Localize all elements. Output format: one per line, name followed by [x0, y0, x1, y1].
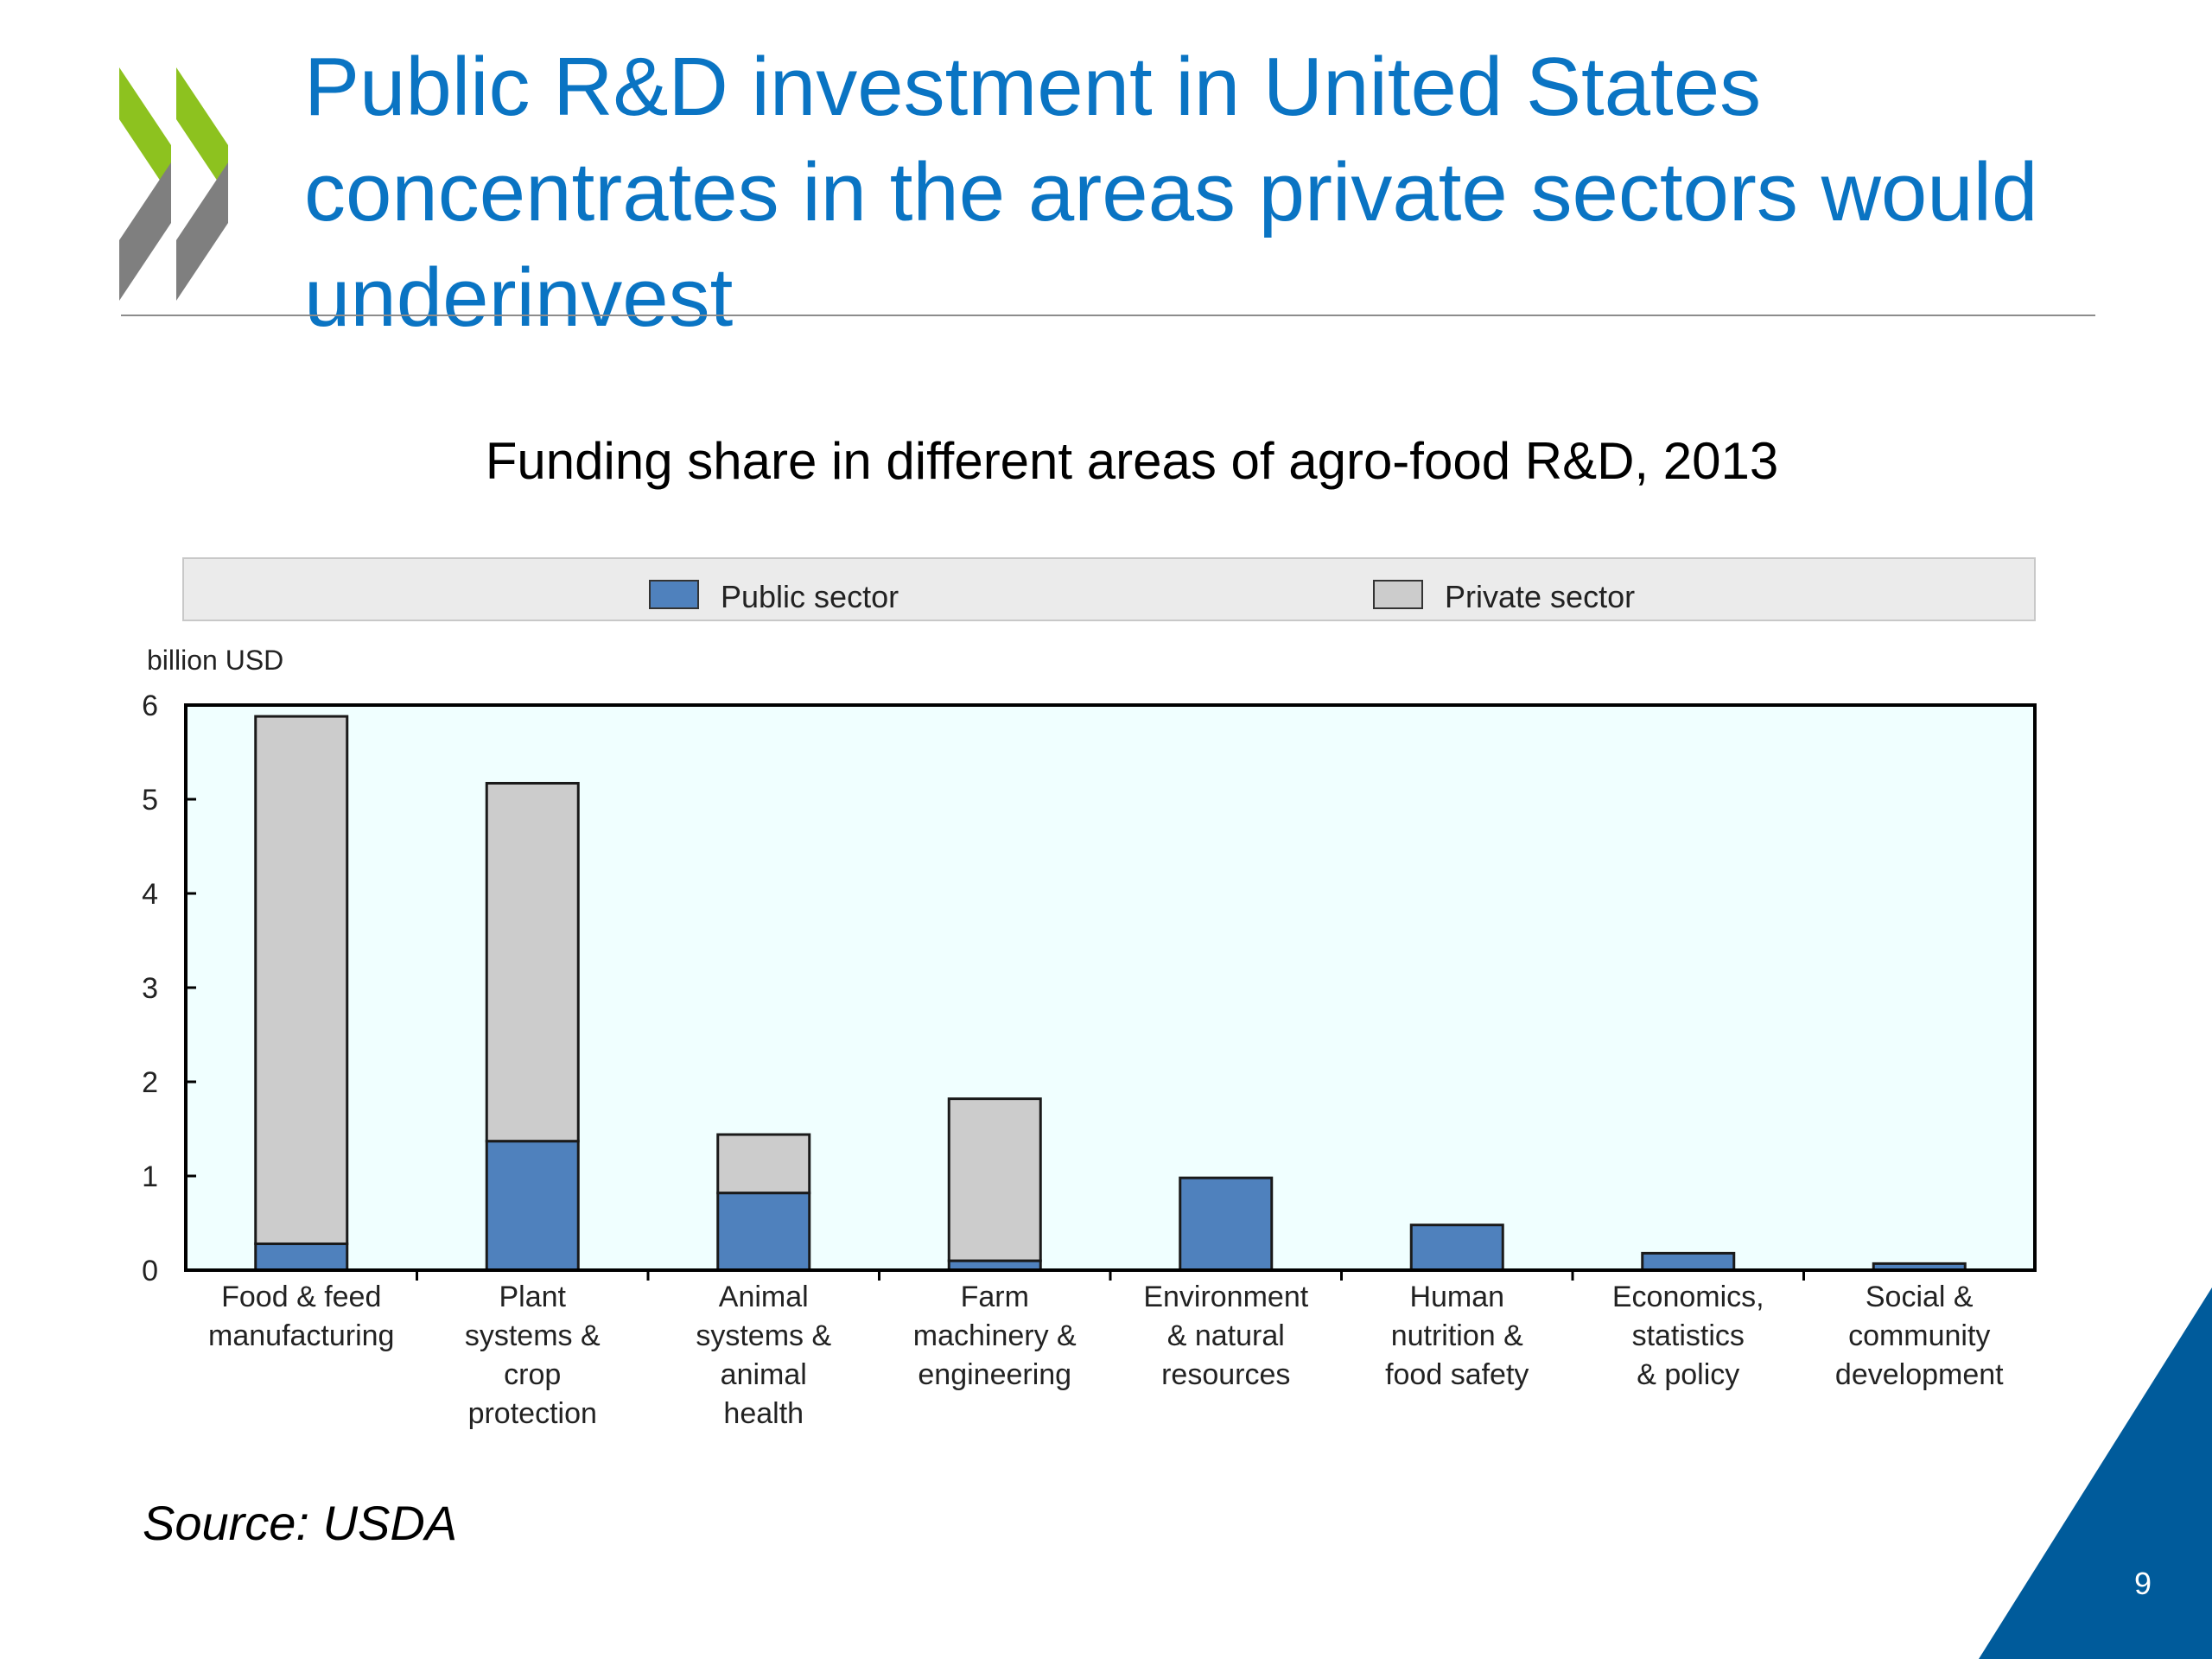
x-category-label: Animal	[719, 1281, 809, 1313]
title-divider	[121, 315, 2095, 316]
y-tick-label: 0	[142, 1255, 158, 1287]
oecd-logo	[119, 67, 228, 301]
page-number: 9	[2133, 1566, 2152, 1601]
y-axis-unit: billion USD	[147, 645, 283, 676]
x-category-label: systems &	[465, 1319, 601, 1352]
slide-title: Public R&D investment in United States c…	[304, 35, 2136, 351]
x-category-label: manufacturing	[208, 1319, 394, 1352]
chart-title: Funding share in different areas of agro…	[485, 432, 1779, 490]
x-category-label: Farm	[961, 1281, 1029, 1313]
x-category-label: & natural	[1167, 1319, 1285, 1352]
bar-segment	[485, 781, 580, 1143]
legend-swatch	[1373, 580, 1423, 609]
x-category-label: systems &	[696, 1319, 831, 1352]
y-tick-label: 2	[142, 1066, 158, 1099]
logo-gray-chevron-right	[176, 162, 228, 301]
x-category-label: machinery &	[913, 1319, 1077, 1352]
bar-segment	[485, 1140, 580, 1272]
x-category-label: resources	[1161, 1358, 1290, 1391]
logo-gray-chevron-left	[119, 162, 171, 301]
x-category-label: Plant	[499, 1281, 567, 1313]
bar-segment	[1179, 1176, 1274, 1272]
x-category-label: statistics	[1632, 1319, 1745, 1352]
slide-title-line: Public R&D investment in United States	[304, 41, 1762, 133]
x-category-label: Food & feed	[221, 1281, 381, 1313]
x-category-label: Human	[1409, 1281, 1504, 1313]
x-category-label: & policy	[1637, 1358, 1739, 1391]
legend-swatch	[649, 580, 699, 609]
y-tick-label: 1	[142, 1160, 158, 1193]
slide-title-line: underinvest	[304, 251, 734, 344]
x-category-label: engineering	[918, 1358, 1071, 1391]
x-category-label: animal	[721, 1358, 807, 1391]
bar-segment	[254, 715, 349, 1245]
y-tick-label: 3	[142, 972, 158, 1005]
x-category-label: Environment	[1143, 1281, 1308, 1313]
logo-green-chevron-right	[176, 67, 228, 197]
x-category-label: community	[1848, 1319, 1990, 1352]
y-tick-label: 4	[142, 878, 158, 911]
y-tick-label: 6	[142, 690, 158, 722]
legend-label: Private sector	[1445, 579, 1635, 614]
x-category-label: Economics,	[1612, 1281, 1764, 1313]
x-category-label: health	[723, 1397, 804, 1430]
legend-box	[182, 557, 2036, 621]
x-category-label: food safety	[1385, 1358, 1529, 1391]
x-category-label: development	[1835, 1358, 2004, 1391]
x-category-label: protection	[468, 1397, 597, 1430]
y-tick-label: 5	[142, 784, 158, 817]
x-category-label: crop	[504, 1358, 561, 1391]
plot-frame	[184, 703, 2037, 1272]
x-category-label: nutrition &	[1391, 1319, 1523, 1352]
slide-title-line: concentrates in the areas private sector…	[304, 146, 2038, 238]
legend-label: Public sector	[721, 579, 899, 614]
source-note: Source: USDA	[143, 1496, 458, 1550]
x-category-label: Social &	[1866, 1281, 1974, 1313]
bar-segment	[716, 1133, 811, 1195]
bar-segment	[947, 1097, 1042, 1262]
logo-green-chevron-left	[119, 67, 171, 197]
